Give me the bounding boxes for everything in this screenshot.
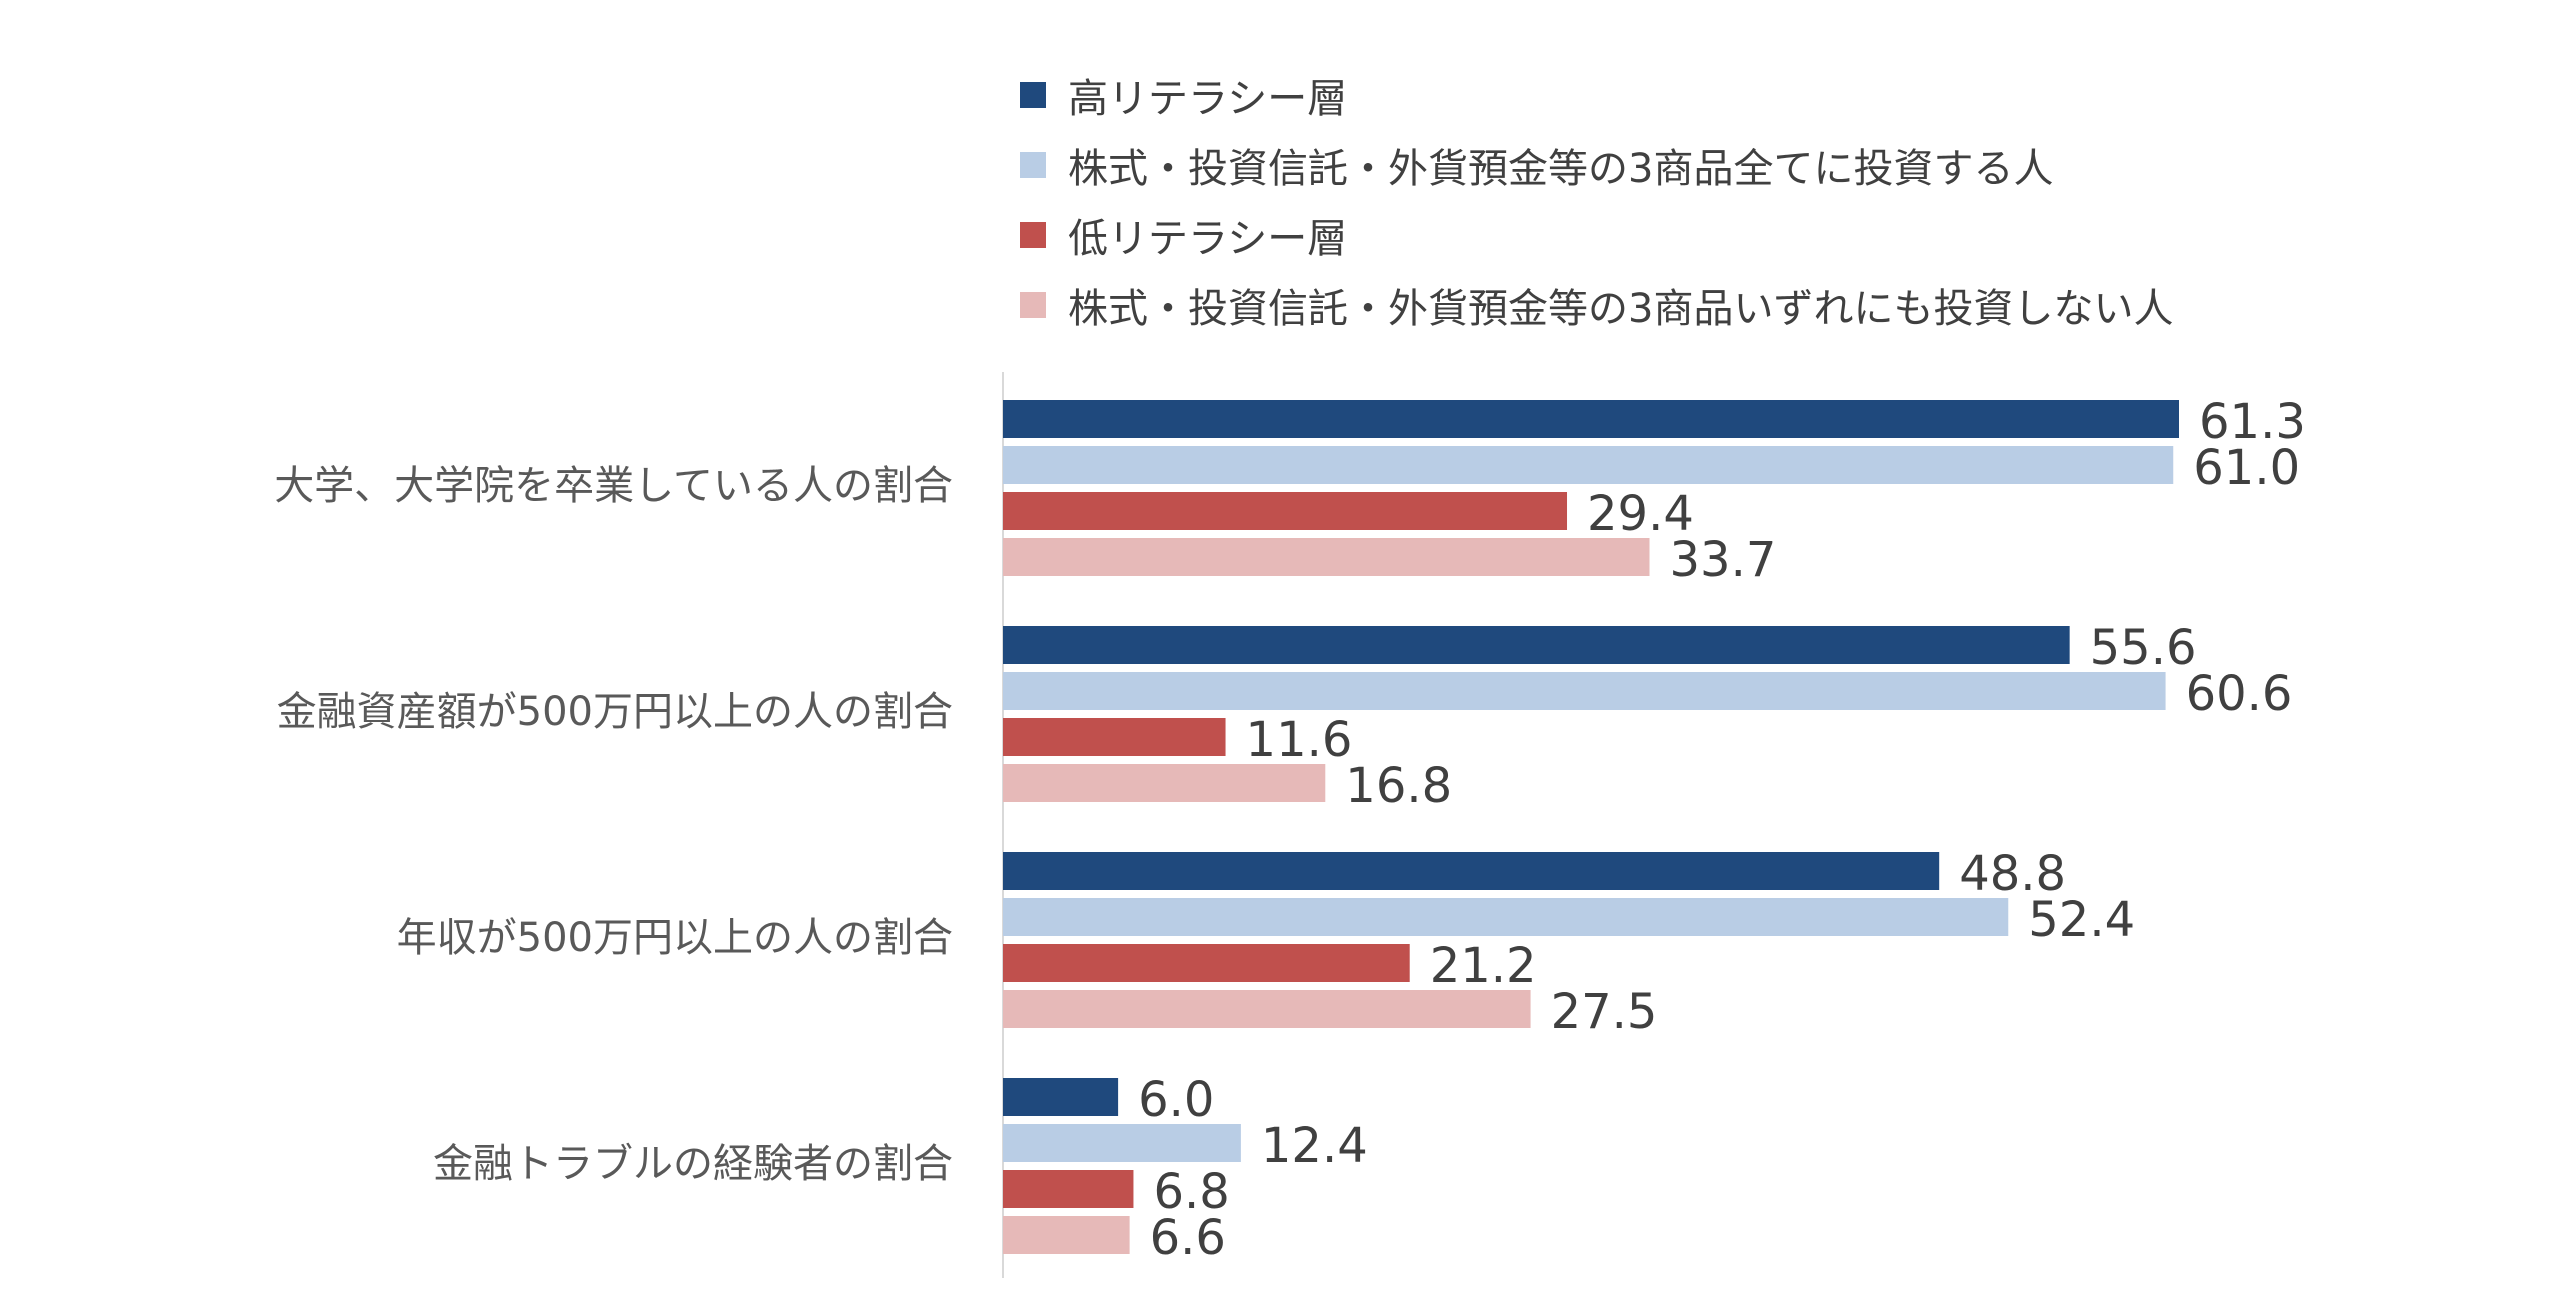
legend-swatch-invest-all-three — [1020, 152, 1046, 178]
data-label: 16.8 — [1345, 758, 1452, 814]
legend-label-high-literacy: 高リテラシー層 — [1068, 76, 1348, 122]
category-label: 金融トラブルの経験者の割合 — [433, 1141, 953, 1187]
bar — [1003, 764, 1326, 802]
legend-swatch-invest-none — [1020, 292, 1046, 318]
bar — [1003, 852, 1940, 890]
data-label: 21.2 — [1430, 938, 1537, 994]
data-label: 11.6 — [1246, 712, 1353, 768]
legend-item-high-literacy: 高リテラシー層 — [1020, 60, 2173, 130]
bar — [1003, 1170, 1134, 1208]
legend-label-low-literacy: 低リテラシー層 — [1068, 216, 1348, 262]
data-label: 33.7 — [1670, 532, 1777, 588]
legend-label-invest-all-three: 株式・投資信託・外貨預金等の3商品全てに投資する人 — [1068, 146, 2054, 192]
category-label: 年収が500万円以上の人の割合 — [397, 915, 953, 961]
data-label: 55.6 — [2090, 620, 2197, 676]
legend-item-low-literacy: 低リテラシー層 — [1020, 200, 2173, 270]
bar — [1003, 626, 2070, 664]
bar — [1003, 672, 2166, 710]
bar — [1003, 1124, 1241, 1162]
legend: 高リテラシー層 株式・投資信託・外貨預金等の3商品全てに投資する人 低リテラシー… — [1020, 60, 2173, 340]
legend-item-invest-none: 株式・投資信託・外貨預金等の3商品いずれにも投資しない人 — [1020, 270, 2173, 340]
data-label: 6.0 — [1138, 1072, 1214, 1128]
bar — [1003, 492, 1568, 530]
bar — [1003, 944, 1410, 982]
bar — [1003, 990, 1531, 1028]
bar — [1003, 446, 2174, 484]
data-label: 61.0 — [2193, 440, 2300, 496]
bar — [1003, 898, 2009, 936]
data-label: 29.4 — [1587, 486, 1694, 542]
bar — [1003, 400, 2179, 438]
category-label: 大学、大学院を卒業している人の割合 — [274, 463, 953, 509]
data-label: 12.4 — [1261, 1118, 1368, 1174]
legend-swatch-low-literacy — [1020, 222, 1046, 248]
data-label: 61.3 — [2199, 394, 2306, 450]
category-label: 金融資産額が500万円以上の人の割合 — [277, 689, 953, 735]
bar — [1003, 718, 1226, 756]
data-label: 60.6 — [2186, 666, 2293, 722]
bar — [1003, 1216, 1130, 1254]
bar — [1003, 1078, 1119, 1116]
bar — [1003, 538, 1650, 576]
legend-item-invest-all-three: 株式・投資信託・外貨預金等の3商品全てに投資する人 — [1020, 130, 2173, 200]
data-label: 52.4 — [2028, 892, 2135, 948]
data-label: 6.8 — [1153, 1164, 1229, 1220]
legend-swatch-high-literacy — [1020, 82, 1046, 108]
data-label: 27.5 — [1551, 984, 1658, 1040]
legend-label-invest-none: 株式・投資信託・外貨預金等の3商品いずれにも投資しない人 — [1068, 286, 2174, 332]
data-label: 48.8 — [1959, 846, 2066, 902]
data-label: 6.6 — [1150, 1210, 1226, 1266]
